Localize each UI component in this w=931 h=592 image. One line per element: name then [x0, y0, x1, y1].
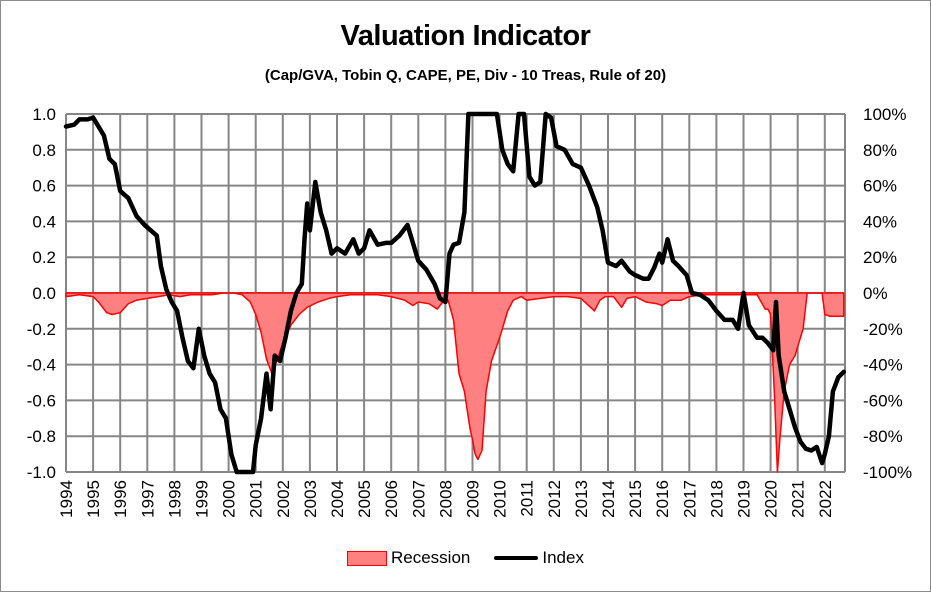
x-tick-label: 2004 — [328, 480, 347, 518]
x-tick-label: 1995 — [84, 480, 103, 518]
y2-tick-label: -60% — [863, 391, 903, 410]
x-tick-label: 2015 — [626, 480, 645, 518]
y2-tick-label: 20% — [863, 248, 897, 267]
y2-tick-label: -100% — [863, 463, 912, 482]
x-axis: 1994 1995 1996 1997 1998 1999 2000 2001 2002 2003… — [57, 480, 835, 518]
y-axis-right: 100% 80% 60% 40% 20% 0% -20% -40% -60% -80% -100% — [863, 105, 912, 482]
legend-recession-label: Recession — [391, 548, 471, 567]
y2-tick-label: 100% — [863, 105, 906, 124]
y-tick-label: 0.6 — [32, 177, 56, 196]
y2-tick-label: -40% — [863, 356, 903, 375]
legend-index-swatch — [494, 556, 539, 560]
y-tick-label: -0.4 — [27, 356, 56, 375]
y-tick-label: -1.0 — [27, 463, 56, 482]
chart-subtitle: (Cap/GVA, Tobin Q, CAPE, PE, Div - 10 Tr… — [264, 67, 667, 84]
x-tick-label: 2017 — [680, 480, 699, 518]
y-tick-label: 0.8 — [32, 141, 56, 160]
x-tick-label: 1996 — [111, 480, 130, 518]
legend: Recession Index — [347, 548, 584, 568]
x-tick-label: 2010 — [491, 480, 510, 518]
x-tick-label: 2022 — [816, 480, 835, 518]
x-tick-label: 2014 — [599, 480, 618, 518]
y2-tick-label: 0% — [863, 284, 888, 303]
y2-tick-label: 40% — [863, 212, 897, 231]
x-tick-label: 2006 — [382, 480, 401, 518]
y-axis-left: 1.0 0.8 0.6 0.4 0.2 0.0 -0.2 -0.4 -0.6 -0.8 -1.0 — [27, 105, 56, 482]
x-tick-label: 2016 — [653, 480, 672, 518]
legend-recession-swatch — [347, 550, 387, 566]
x-tick-label: 2001 — [247, 480, 266, 518]
x-tick-label: 2021 — [789, 480, 808, 518]
y-tick-label: 0.4 — [32, 212, 56, 231]
index-line-path — [63, 111, 847, 475]
x-tick-label: 2007 — [409, 480, 428, 518]
y2-tick-label: -80% — [863, 427, 903, 446]
x-tick-label: 2003 — [301, 480, 320, 518]
y2-tick-label: 60% — [863, 177, 897, 196]
index-line — [63, 111, 847, 475]
x-tick-label: 2013 — [572, 480, 591, 518]
y-tick-label: 0.0 — [32, 284, 56, 303]
x-tick-label: 1994 — [57, 480, 76, 518]
y2-tick-label: -20% — [863, 320, 903, 339]
y-tick-label: -0.8 — [27, 427, 56, 446]
x-tick-label: 2018 — [707, 480, 726, 518]
x-tick-label: 1999 — [193, 480, 212, 518]
y-tick-label: -0.6 — [27, 391, 56, 410]
x-tick-label: 2008 — [436, 480, 455, 518]
x-tick-label: 2012 — [545, 480, 564, 518]
x-tick-label: 2005 — [355, 480, 374, 518]
y2-tick-label: 80% — [863, 141, 897, 160]
recession-area — [65, 292, 845, 473]
x-tick-label: 2002 — [274, 480, 293, 518]
x-tick-label: 2000 — [220, 480, 239, 518]
x-tick-label: 2020 — [762, 480, 781, 518]
chart-title: Valuation Indicator — [340, 20, 591, 52]
recession-area-path — [65, 292, 845, 473]
x-tick-label: 1997 — [138, 480, 157, 518]
y-tick-label: 0.2 — [32, 248, 56, 267]
legend-index-label: Index — [542, 548, 584, 567]
x-tick-label: 2019 — [735, 480, 754, 518]
x-tick-label: 2009 — [464, 480, 483, 518]
y-tick-label: -0.2 — [27, 320, 56, 339]
x-tick-label: 2011 — [518, 480, 537, 517]
y-tick-label: 1.0 — [32, 105, 56, 124]
x-tick-label: 1998 — [165, 480, 184, 518]
